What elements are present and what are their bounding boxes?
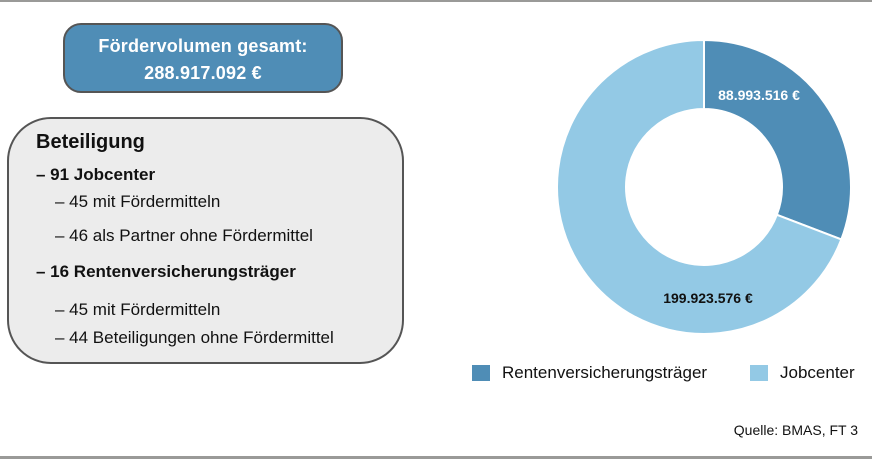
source-note: Quelle: BMAS, FT 3 xyxy=(733,422,858,438)
total-funding-label: Fördervolumen gesamt: xyxy=(98,36,308,56)
rv-with-funding: – 45 mit Fördermitteln xyxy=(55,300,221,319)
donut-segment-rentenversicherung xyxy=(703,38,852,241)
donut-segments xyxy=(556,38,852,335)
legend-item-rentenversicherung: Rentenversicherungsträger xyxy=(472,363,707,383)
participation-title: Beteiligung xyxy=(36,131,145,153)
bottom-rule xyxy=(0,456,872,459)
top-rule xyxy=(0,0,872,2)
participation-box: Beteiligung – 91 Jobcenter – 45 mit Förd… xyxy=(7,117,404,364)
legend-swatch-jobcenter xyxy=(750,365,768,381)
total-funding-value: 288.917.092 € xyxy=(144,63,262,83)
donut-chart: 88.993.516 € 199.923.576 € xyxy=(556,38,852,335)
group-jobcenter: – 91 Jobcenter xyxy=(36,165,156,184)
segment-label-jobcenter: 199.923.576 € xyxy=(663,290,753,306)
total-funding-box: Fördervolumen gesamt: 288.917.092 € xyxy=(63,23,343,93)
donut-segment-jobcenter xyxy=(556,38,843,335)
group-rentenversicherung: – 16 Rentenversicherungsträger xyxy=(36,262,296,281)
segment-label-rentenversicherung: 88.993.516 € xyxy=(718,87,800,103)
rv-participation-without-funding: – 44 Beteiligungen ohne Fördermittel xyxy=(55,328,334,347)
legend-label-rentenversicherung: Rentenversicherungsträger xyxy=(502,363,708,382)
legend-swatch-rentenversicherung xyxy=(472,365,490,381)
legend-item-jobcenter: Jobcenter xyxy=(750,363,855,383)
jobcenter-with-funding: – 45 mit Fördermitteln xyxy=(55,192,221,211)
legend-label-jobcenter: Jobcenter xyxy=(780,363,855,382)
jobcenter-partner-without-funding: – 46 als Partner ohne Fördermittel xyxy=(55,226,313,245)
